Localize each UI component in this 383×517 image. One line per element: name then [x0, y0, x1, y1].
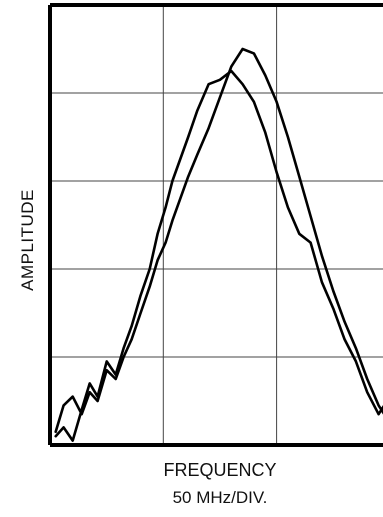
series-line-2: [54, 69, 383, 442]
x-axis-scale-label: 50 MHz/DIV.: [172, 488, 268, 507]
series-line-1: [54, 47, 383, 434]
x-axis-label: FREQUENCY: [163, 460, 277, 480]
plot-background: [50, 5, 383, 445]
